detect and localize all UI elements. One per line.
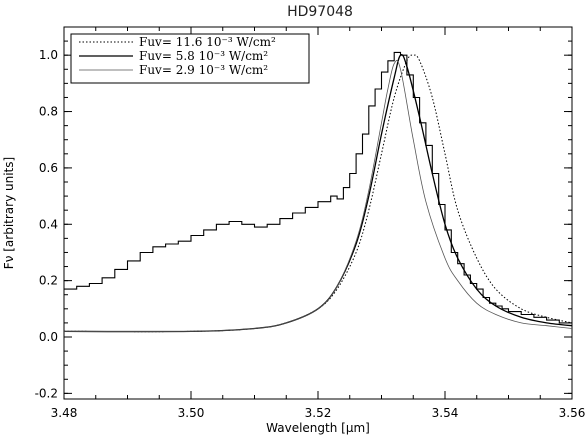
legend-label: Fuv= 2.9 10⁻³ W/cm² bbox=[139, 63, 268, 77]
series-curves bbox=[63, 51, 573, 333]
legend-label: Fuv= 11.6 10⁻³ W/cm² bbox=[139, 35, 276, 49]
axis-ticks: 3.48 3.50 3.52 3.54 3.56 -0.2 0.0 0.2 0.4 0.6 0.8 1… bbox=[35, 27, 586, 420]
series-line-solid bbox=[63, 54, 573, 333]
y-tick-label: 0.0 bbox=[39, 330, 58, 344]
y-tick-label: 0.4 bbox=[39, 217, 58, 231]
x-tick-label: 3.56 bbox=[559, 406, 586, 420]
y-tick-label: 0.8 bbox=[39, 105, 58, 119]
series-line-thin bbox=[63, 60, 573, 332]
y-tick-label: 0.2 bbox=[39, 274, 58, 288]
series-line-dotted bbox=[63, 54, 573, 333]
x-tick-label: 3.52 bbox=[305, 406, 332, 420]
x-tick-label: 3.48 bbox=[51, 406, 78, 420]
chart-title: HD97048 bbox=[287, 4, 353, 20]
y-tick-label: 1.0 bbox=[39, 48, 58, 62]
y-tick-label: -0.2 bbox=[35, 386, 58, 400]
legend-label: Fuv= 5.8 10⁻³ W/cm² bbox=[139, 49, 268, 63]
series-line-histogram bbox=[64, 51, 572, 324]
x-axis-label: Wavelength [µm] bbox=[266, 421, 370, 435]
y-axis-label: Fν [arbitrary units] bbox=[2, 157, 16, 269]
y-tick-label: 0.6 bbox=[39, 161, 58, 175]
x-tick-label: 3.50 bbox=[178, 406, 205, 420]
x-tick-label: 3.54 bbox=[432, 406, 459, 420]
